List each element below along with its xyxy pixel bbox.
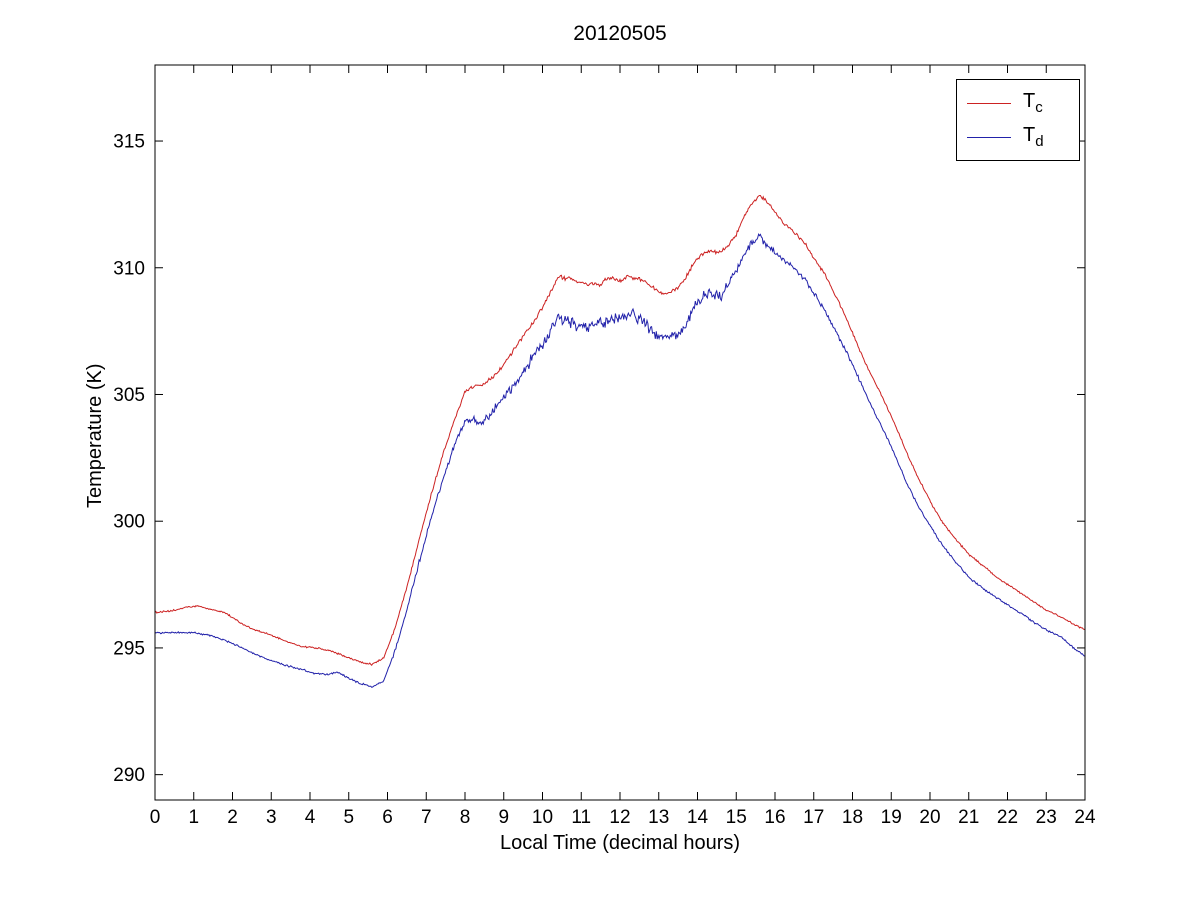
y-tick-label: 315	[113, 132, 145, 153]
x-tick-label: 10	[532, 807, 553, 828]
x-tick-label: 17	[803, 807, 824, 828]
x-tick-label: 21	[958, 807, 979, 828]
x-tick-label: 1	[188, 807, 199, 828]
chart-title: 20120505	[573, 22, 667, 45]
x-tick-label: 19	[881, 807, 902, 828]
x-tick-label: 15	[726, 807, 747, 828]
x-tick-label: 0	[150, 807, 161, 828]
legend: Tc Td	[956, 79, 1080, 161]
legend-label-tc-base: T	[1023, 90, 1036, 112]
x-ticks: 0 1 2 3 4 5 6 7 8 9 10 11 12 13 14 15 16 17 18 19 20 21 22 23 24	[150, 65, 1096, 828]
series-line-Tc	[154, 195, 1086, 666]
y-tick-label: 305	[113, 385, 145, 406]
legend-label-td-base: T	[1023, 124, 1036, 146]
axes-box	[154, 64, 1086, 801]
x-tick-label: 20	[919, 807, 940, 828]
x-tick-label: 14	[687, 807, 709, 828]
legend-line-tc-icon	[967, 102, 1011, 104]
legend-entry-td: Td	[957, 125, 1079, 149]
x-axis-label: Local Time (decimal hours)	[499, 832, 741, 854]
x-tick-label: 12	[609, 807, 630, 828]
x-tick-label: 16	[764, 807, 785, 828]
x-tick-label: 3	[266, 807, 277, 828]
x-tick-label: 13	[648, 807, 669, 828]
legend-line-td-icon	[967, 136, 1011, 138]
legend-label-td: Td	[1023, 125, 1044, 149]
y-tick-label: 300	[113, 512, 145, 533]
x-tick-label: 4	[305, 807, 316, 828]
y-tick-label: 290	[113, 765, 145, 786]
x-tick-label: 5	[343, 807, 354, 828]
y-tick-label: 295	[113, 638, 145, 659]
legend-entry-tc: Tc	[957, 91, 1079, 115]
y-tick-label: 310	[113, 258, 145, 279]
series-line-Td	[154, 232, 1086, 688]
x-tick-label: 2	[227, 807, 238, 828]
x-tick-label: 9	[498, 807, 509, 828]
x-tick-label: 24	[1074, 807, 1096, 828]
legend-label-td-sub: d	[1035, 133, 1044, 150]
x-tick-label: 23	[1036, 807, 1057, 828]
x-tick-label: 8	[460, 807, 471, 828]
y-ticks: 290 295 300 305 310 315	[113, 132, 1085, 786]
y-axis-label: Temperature (K)	[84, 363, 106, 509]
x-tick-label: 6	[382, 807, 393, 828]
x-tick-label: 18	[842, 807, 863, 828]
legend-label-tc: Tc	[1023, 91, 1043, 115]
x-tick-label: 11	[571, 807, 591, 828]
x-tick-label: 22	[997, 807, 1018, 828]
legend-label-tc-sub: c	[1035, 99, 1043, 116]
x-tick-label: 7	[421, 807, 432, 828]
